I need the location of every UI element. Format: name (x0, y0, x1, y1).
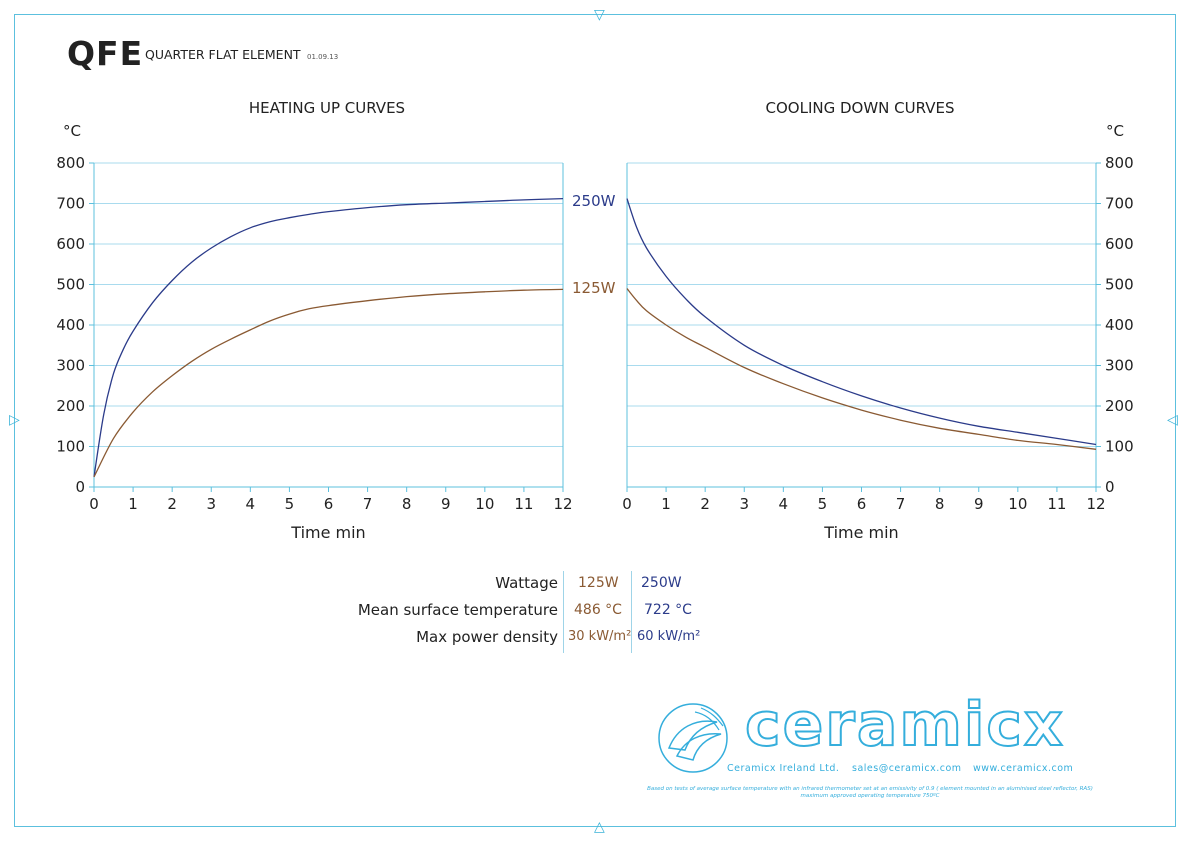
y-tick-label: 600 (56, 235, 85, 253)
series-line-250w (93, 197, 564, 477)
x-tick-label: 1 (661, 495, 671, 513)
brand-wordmark: ceramicx (744, 689, 1065, 761)
x-tick-label: 6 (324, 495, 334, 513)
company-website[interactable]: www.ceramicx.com (973, 763, 1074, 774)
x-tick-label: 4 (779, 495, 789, 513)
x-tick-label: 2 (167, 495, 177, 513)
cooling-chart: COOLING DOWN CURVES°C0100200300400500600… (622, 99, 1133, 542)
y-tick-label: 200 (1105, 397, 1134, 415)
x-tick-label: 5 (818, 495, 828, 513)
x-tick-label: 0 (89, 495, 99, 513)
heating-chart: HEATING UP CURVES°C010020030040050060070… (56, 99, 572, 542)
ceramicx-logo-icon (658, 703, 728, 773)
row-label-mean-temp: Mean surface temperature (357, 601, 558, 619)
x-tick-label: 9 (441, 495, 451, 513)
y-tick-label: 700 (56, 195, 85, 213)
company-name: Ceramicx Ireland Ltd. (727, 763, 840, 774)
y-axis-unit: °C (63, 122, 81, 140)
x-axis-label: Time min (823, 523, 898, 542)
x-tick-label: 5 (285, 495, 295, 513)
y-tick-label: 200 (56, 397, 85, 415)
x-tick-label: 1 (128, 495, 138, 513)
power-density-250: 60 kW/m² (637, 629, 701, 644)
right-marker-icon: ◁ (1167, 412, 1178, 428)
y-tick-label: 0 (1105, 478, 1115, 496)
x-tick-label: 0 (622, 495, 632, 513)
y-tick-label: 0 (75, 478, 85, 496)
series-label-125w: 125W (572, 279, 616, 297)
series-line-125w (626, 288, 1097, 450)
y-axis-unit: °C (1106, 122, 1124, 140)
x-tick-label: 8 (935, 495, 945, 513)
series-line-125w (93, 288, 564, 478)
y-tick-label: 400 (56, 316, 85, 334)
x-tick-label: 8 (402, 495, 412, 513)
bottom-marker-icon: △ (594, 819, 605, 835)
y-tick-label: 300 (1105, 357, 1134, 375)
disclaimer-line-2: maximum approved operating temperature 7… (800, 793, 940, 799)
y-tick-label: 500 (1105, 276, 1134, 294)
table-divider-right (631, 571, 632, 653)
chart-title: COOLING DOWN CURVES (766, 99, 955, 117)
page-frame (14, 14, 1176, 827)
chart-title: HEATING UP CURVES (249, 99, 405, 117)
series-line-250w (626, 198, 1097, 446)
y-tick-label: 100 (56, 438, 85, 456)
product-code: QFE (67, 34, 144, 73)
row-label-power-density: Max power density (416, 628, 558, 646)
y-tick-label: 700 (1105, 195, 1134, 213)
mean-temp-125: 486 °C (574, 602, 622, 618)
x-tick-label: 12 (553, 495, 572, 513)
x-tick-label: 2 (700, 495, 710, 513)
x-tick-label: 4 (246, 495, 256, 513)
x-tick-label: 9 (974, 495, 984, 513)
wattage-125: 125W (578, 575, 619, 591)
power-density-125: 30 kW/m² (568, 629, 632, 644)
series-label-250w: 250W (572, 192, 616, 210)
x-tick-label: 3 (739, 495, 749, 513)
y-tick-label: 100 (1105, 438, 1134, 456)
disclaimer-line-1: Based on tests of average surface temper… (647, 786, 1093, 792)
y-tick-label: 800 (56, 154, 85, 172)
y-tick-label: 400 (1105, 316, 1134, 334)
y-tick-label: 500 (56, 276, 85, 294)
document-date: 01.09.13 (307, 53, 339, 61)
x-tick-label: 11 (1047, 495, 1066, 513)
x-tick-label: 11 (514, 495, 533, 513)
x-tick-label: 10 (1008, 495, 1027, 513)
x-tick-label: 3 (206, 495, 216, 513)
wattage-250: 250W (641, 575, 682, 591)
company-email[interactable]: sales@ceramicx.com (852, 763, 962, 774)
mean-temp-250: 722 °C (644, 602, 692, 618)
row-label-wattage: Wattage (495, 574, 558, 592)
x-tick-label: 7 (363, 495, 373, 513)
left-marker-icon: ▷ (9, 412, 20, 428)
product-name: QUARTER FLAT ELEMENT (145, 47, 301, 62)
x-tick-label: 7 (896, 495, 906, 513)
y-tick-label: 600 (1105, 235, 1134, 253)
x-tick-label: 12 (1086, 495, 1105, 513)
x-axis-label: Time min (290, 523, 365, 542)
x-tick-label: 10 (475, 495, 494, 513)
y-tick-label: 800 (1105, 154, 1134, 172)
table-divider-left (563, 571, 564, 653)
y-tick-label: 300 (56, 357, 85, 375)
top-marker-icon: ▽ (594, 7, 605, 23)
x-tick-label: 6 (857, 495, 867, 513)
